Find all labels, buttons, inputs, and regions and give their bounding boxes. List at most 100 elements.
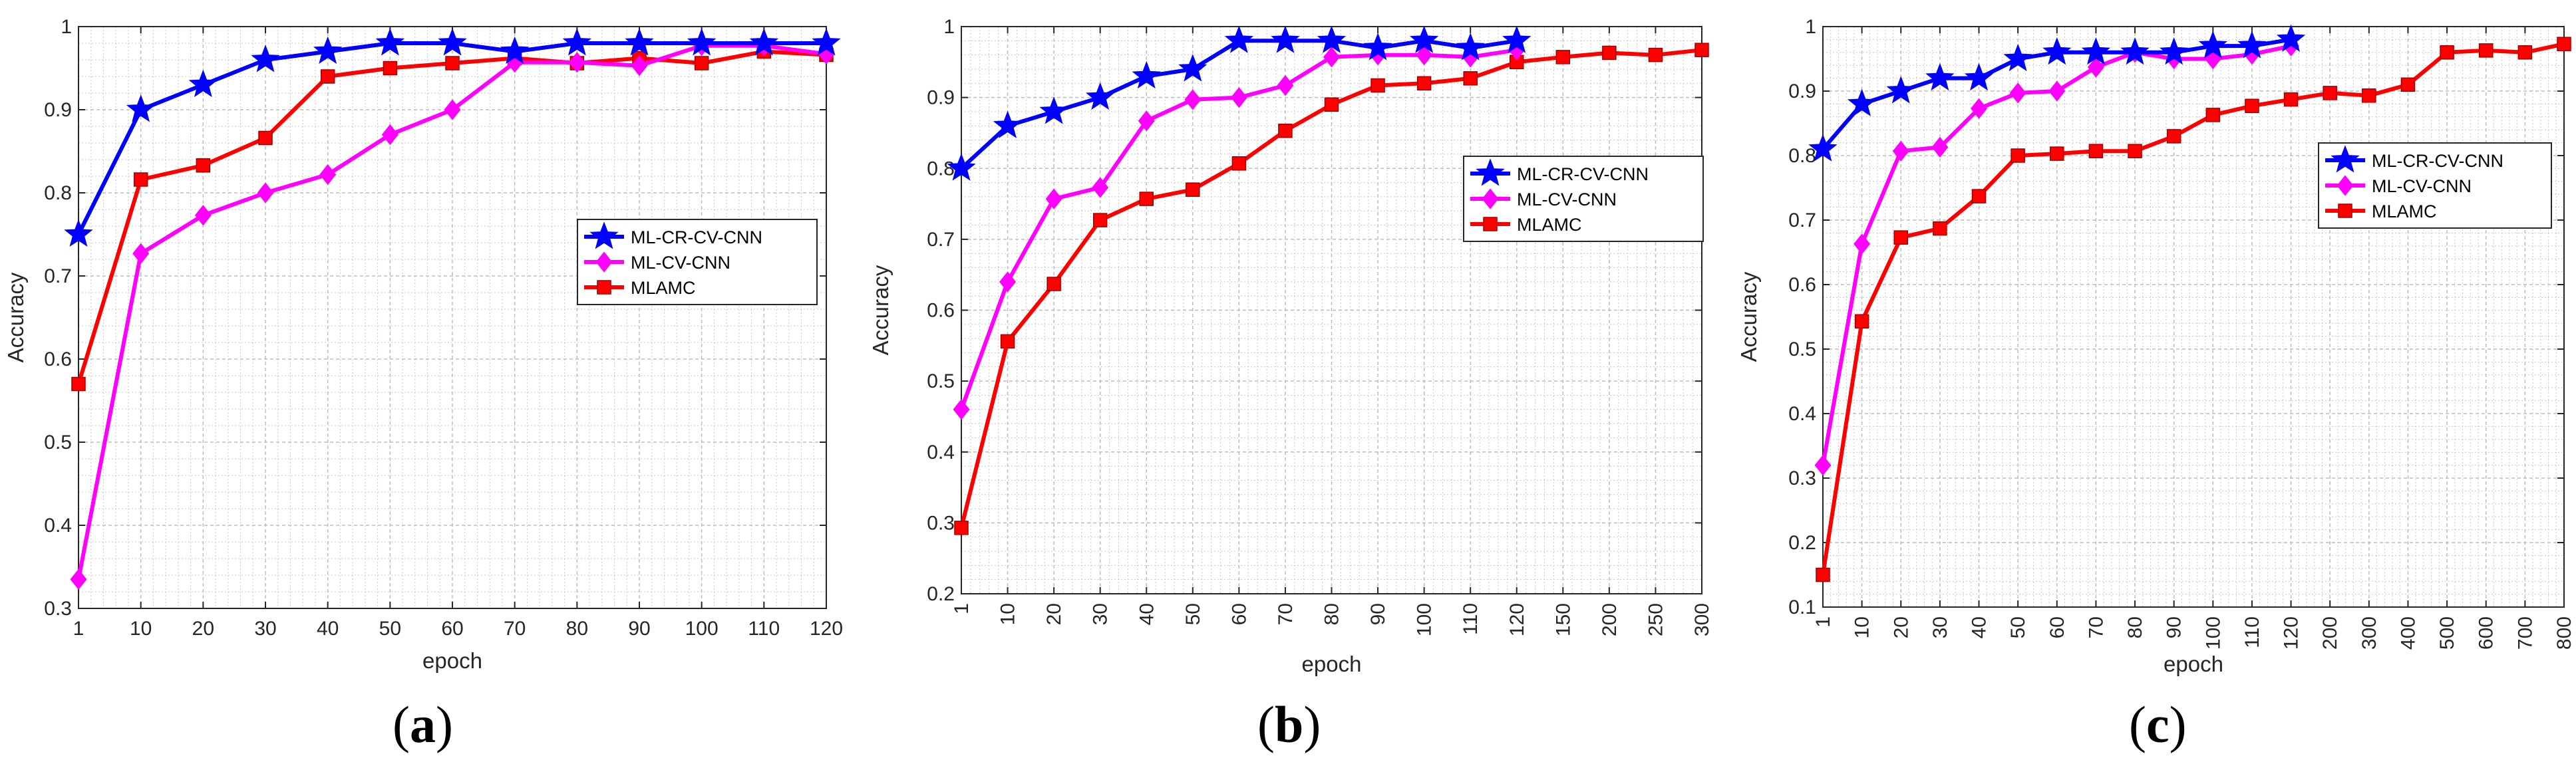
grid-a: [78, 26, 827, 609]
data-point: [1409, 25, 1439, 53]
data-point: [2237, 31, 2267, 59]
data-point: [2478, 43, 2494, 58]
x-tick-label: 200: [1599, 603, 1621, 636]
data-point: [383, 61, 398, 76]
data-point: [1892, 140, 1909, 162]
x-tick-label: 100: [685, 618, 719, 640]
data-point: [999, 271, 1017, 293]
ticks-b: 1 10 20 30 40 50 60 70 80 90 100 110 120 150 200 250 300…: [927, 16, 1710, 636]
data-point: [812, 28, 841, 56]
legend-label: MLAMC: [631, 278, 696, 298]
data-point: [694, 56, 709, 70]
data-point: [132, 243, 150, 264]
data-point: [1971, 189, 1987, 203]
x-tick-label: 10: [997, 603, 1019, 625]
x-tick-label: 80: [2124, 616, 2146, 638]
y-tick-label: 0.3: [927, 512, 955, 534]
series-ML-CR-CV-CNN: [947, 25, 1531, 181]
data-point: [1039, 96, 1068, 124]
series-ML-CR-CV-CNN: [1808, 24, 2306, 162]
data-point: [1278, 123, 1293, 138]
caption-c-letter: c: [2146, 696, 2170, 753]
legend-label: MLAMC: [2372, 201, 2437, 221]
data-point: [1555, 50, 1571, 64]
x-tick-label: 40: [1969, 616, 1991, 638]
data-point: [1456, 33, 1485, 61]
data-point: [1463, 71, 1478, 86]
data-point: [258, 130, 273, 146]
legend-label: ML-CR-CV-CNN: [1517, 164, 1649, 184]
data-point: [2166, 129, 2181, 144]
series-line: [77, 41, 826, 235]
data-point: [2160, 37, 2189, 65]
y-tick-label: 0.9: [927, 87, 955, 109]
legend-swatch-marker: [1483, 217, 1498, 231]
x-tick-label: 50: [1182, 603, 1204, 625]
data-point: [2400, 77, 2416, 92]
axes-box-c: [1822, 26, 2565, 608]
y-tick-label: 1: [943, 16, 955, 38]
data-point: [1925, 63, 1955, 91]
y-tick-label: 0.4: [1788, 403, 1816, 425]
x-tick-label: 30: [254, 618, 276, 640]
data-point: [188, 69, 218, 97]
caption-a: (a): [393, 696, 453, 753]
data-point: [445, 56, 460, 70]
y-tick-label: 0.3: [44, 598, 72, 620]
data-point: [2081, 37, 2111, 65]
data-point: [1370, 78, 1385, 93]
data-point: [993, 110, 1023, 138]
panel-b: 1 10 20 30 40 50 60 70 80 90 100 110 120 150 200 250 300…: [858, 0, 1710, 766]
x-tick-label: 110: [1460, 603, 1482, 635]
data-point: [444, 99, 461, 120]
y-tick-label: 0.7: [927, 229, 955, 251]
x-tick-label: 1: [73, 618, 84, 640]
series-MLAMC: [954, 43, 1709, 535]
data-point: [2050, 146, 2064, 161]
y-tick-label: 0.8: [927, 158, 955, 180]
x-tick-label: 80: [1321, 603, 1343, 625]
data-point: [1231, 156, 1247, 171]
x-tick-label: 120: [1506, 603, 1528, 636]
y-axis-label: Accuracy: [3, 272, 28, 362]
data-point: [749, 28, 779, 56]
y-tick-label: 0.7: [1788, 209, 1816, 231]
legend-label: ML-CR-CV-CNN: [2372, 151, 2503, 171]
y-tick-label: 0.6: [1788, 274, 1816, 296]
x-tick-label: 150: [1552, 603, 1574, 636]
y-tick-label: 0.5: [927, 370, 955, 392]
x-tick-label: 120: [810, 618, 843, 640]
x-tick-label: 1: [951, 603, 973, 614]
x-tick-label: 120: [2281, 616, 2303, 650]
x-tick-label: 110: [2241, 616, 2263, 648]
x-tick-label: 90: [1367, 603, 1389, 625]
x-tick-label: 20: [192, 618, 214, 640]
data-point: [2048, 80, 2066, 102]
x-tick-label: 30: [1929, 616, 1951, 638]
caption-b-letter: b: [1274, 696, 1304, 753]
data-point: [1694, 43, 1709, 57]
y-tick-label: 0.5: [1788, 338, 1816, 360]
data-point: [1853, 233, 1871, 255]
data-point: [313, 36, 343, 64]
legend-label: ML-CR-CV-CNN: [631, 227, 762, 247]
x-tick-label: 100: [1414, 603, 1436, 636]
chart-a: 1 10 20 30 40 50 60 70 80 90 100 110 1200.30.40.50.6…: [3, 16, 843, 673]
data-point: [954, 521, 969, 535]
x-axis-label: epoch: [422, 648, 482, 673]
series-line: [1821, 42, 2565, 575]
x-tick-label: 60: [2046, 616, 2068, 638]
data-point: [1323, 47, 1340, 68]
legend-a: ML-CR-CV-CNN ML-CV-CNN MLAMC: [577, 219, 818, 305]
y-tick-label: 0.9: [1788, 80, 1816, 102]
data-point: [1964, 63, 1994, 91]
data-point: [1086, 82, 1115, 110]
data-point: [70, 569, 87, 590]
panel-a: 1 10 20 30 40 50 60 70 80 90 100 110 120 0.3 0.4 0.5 0.6…: [0, 0, 845, 766]
y-tick-label: 0.6: [927, 300, 955, 322]
x-tick-label: 200: [2319, 616, 2341, 650]
legend-label: ML-CV-CNN: [2372, 176, 2472, 196]
y-tick-label: 0.6: [44, 348, 72, 370]
data-point: [2198, 31, 2227, 59]
x-tick-label: 70: [504, 618, 526, 640]
